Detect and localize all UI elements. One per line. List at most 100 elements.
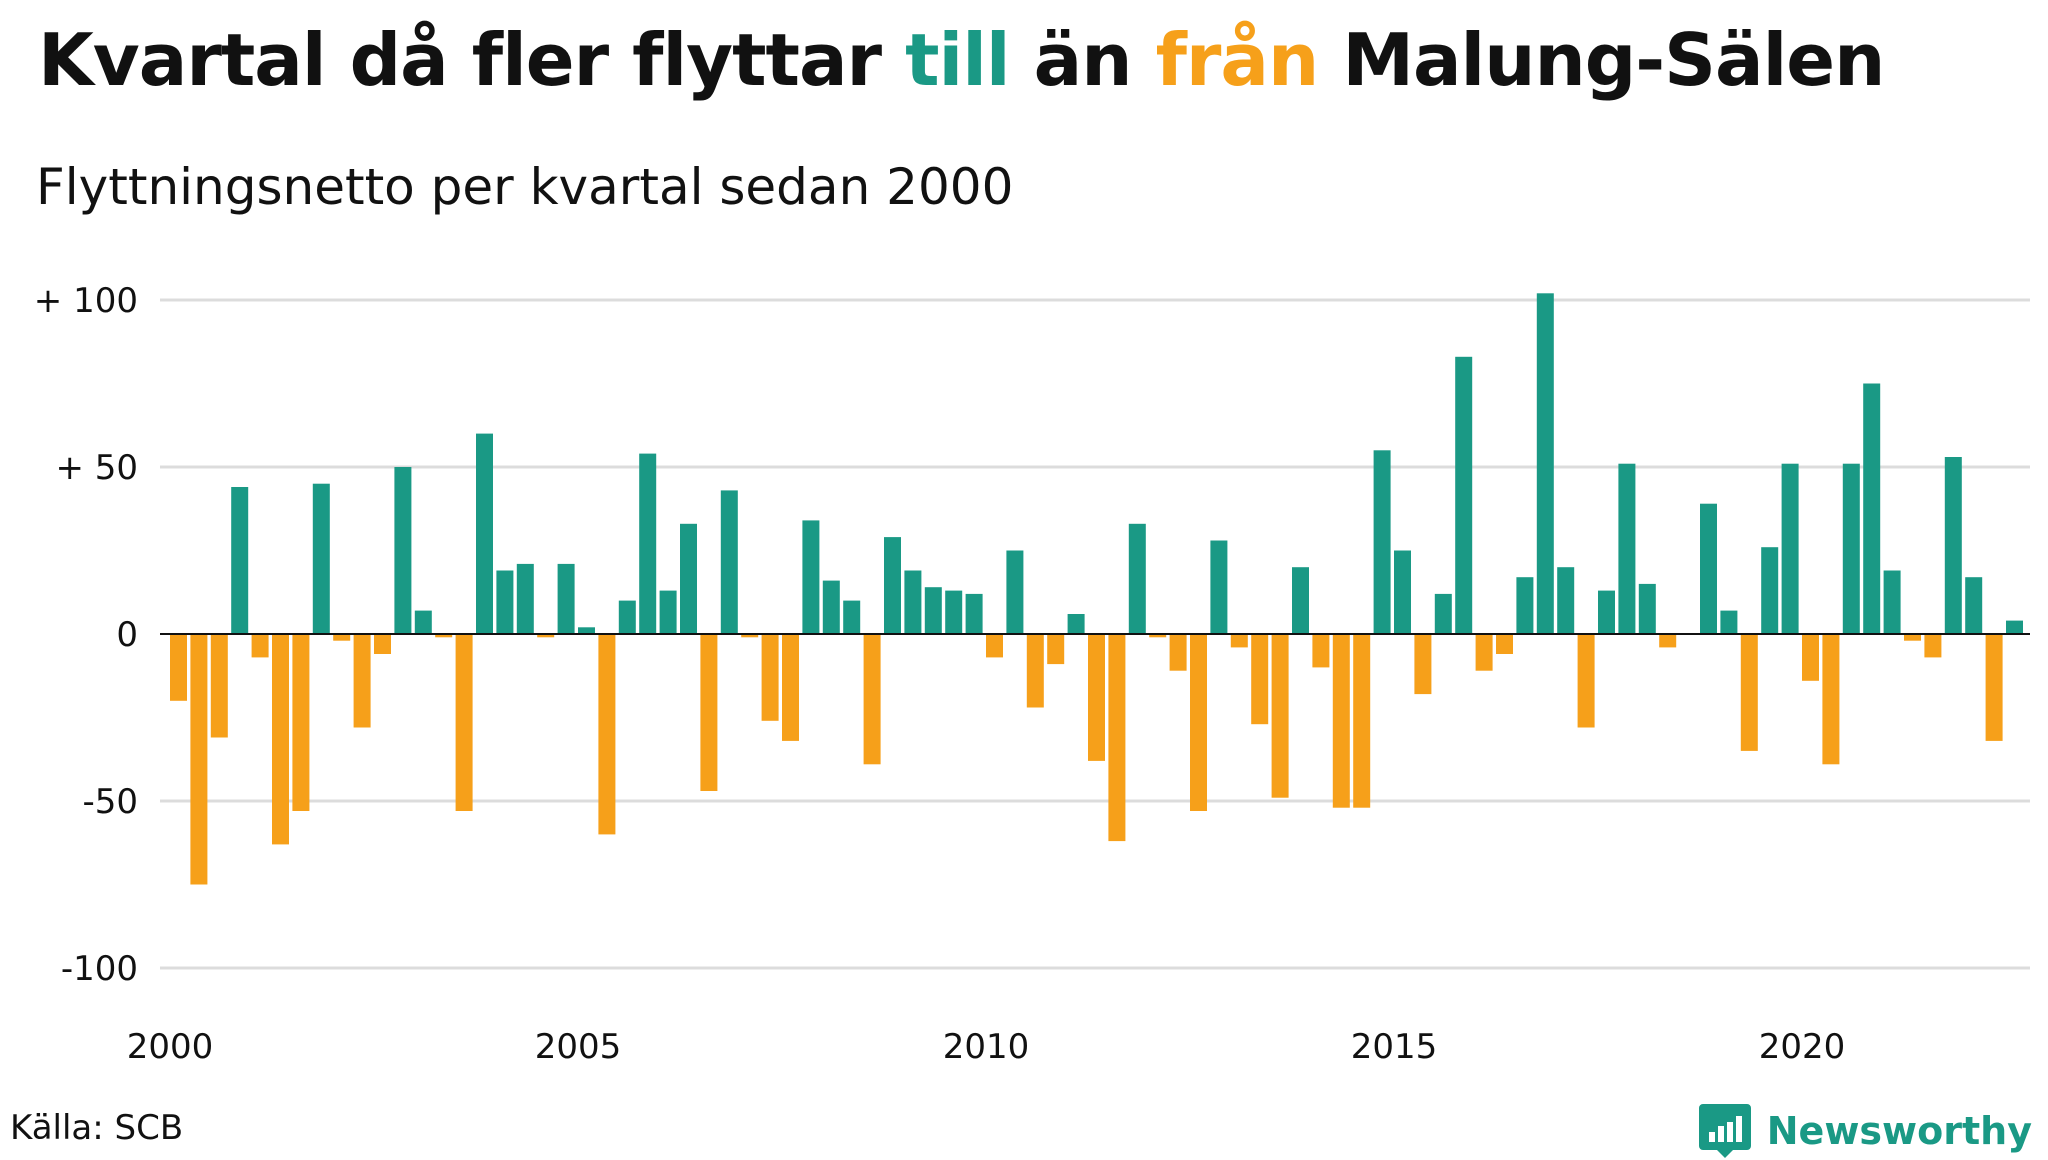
bar [476,433,493,634]
bar [1230,634,1248,648]
y-tick-label: + 50 [55,448,138,488]
bar [190,634,208,885]
y-tick-label: -100 [61,949,138,989]
chart-title: Kvartal då fler flyttar till än från Mal… [38,18,1885,102]
title-negative-word: från [1155,18,1320,102]
bar [720,490,738,634]
bar [1190,634,1207,811]
x-tick-label: 2000 [127,1027,214,1067]
bar [1659,634,1677,648]
bars [170,293,2023,885]
bar [435,634,453,638]
bar [924,587,942,634]
bar [2006,620,2023,634]
bar [1904,634,1921,641]
bar [1536,293,1554,634]
bar [374,634,391,654]
bar [1251,634,1269,725]
bar [945,590,963,634]
bar [761,634,779,721]
title-suffix: Malung-Sälen [1318,18,1885,102]
bar [1475,634,1493,671]
x-tick-label: 2010 [943,1027,1030,1067]
bar [455,634,473,811]
bar [843,600,861,634]
bar [986,634,1003,658]
bar [292,634,310,811]
bar [1863,383,1881,634]
bar [1312,634,1330,668]
bar [639,453,657,634]
bar [557,563,575,634]
chart-subtitle: Flyttningsnetto per kvartal sedan 2000 [36,158,1014,216]
bar [272,634,289,845]
bar [1598,590,1615,634]
y-tick-label: 0 [116,615,138,655]
bar [659,590,677,634]
bar [1965,577,1983,634]
bar [965,593,983,634]
bar [1128,523,1146,634]
bar [1149,634,1167,638]
source-note: Källa: SCB [10,1108,184,1148]
bar [1822,634,1840,765]
bar [802,520,820,634]
bar [1271,634,1289,798]
bar [700,634,718,791]
bar [394,467,412,634]
bar [1883,570,1901,634]
brand-name: Newsworthy [1766,1109,2032,1153]
brand: Newsworthy [1697,1102,2032,1160]
bar [1557,567,1575,634]
bar [1394,550,1411,634]
bar [496,570,514,634]
bar [1332,634,1350,808]
bar [1740,634,1758,751]
bar [1373,450,1391,634]
bar [1414,634,1432,695]
bar [904,570,922,634]
bar [1496,634,1513,654]
bar [1924,634,1942,658]
bar [170,634,187,701]
x-tick-label: 2015 [1351,1027,1438,1067]
bar [1516,577,1534,634]
bar [1802,634,1819,681]
y-tick-label: -50 [82,782,138,822]
bar [1944,457,1962,634]
bar [863,634,881,765]
bar [210,634,228,738]
y-tick-label: + 100 [34,281,138,321]
bar [1210,540,1228,634]
bar [680,523,697,634]
bar [1047,634,1065,665]
bar [578,627,595,634]
bar [1761,547,1779,634]
bar [1720,610,1738,634]
bar [231,487,249,634]
bar [1088,634,1105,761]
bar [741,634,759,638]
bar [1455,356,1473,634]
bar [598,634,616,835]
bar [1353,634,1371,808]
bar [1169,634,1187,671]
x-tick-label: 2020 [1759,1027,1846,1067]
bar [618,600,636,634]
bar [1292,567,1309,634]
bar [537,634,555,638]
bar [1108,634,1126,842]
bar [1638,583,1656,634]
bar [312,483,330,634]
bar [782,634,799,741]
bar [1006,550,1024,634]
bar [516,563,534,634]
newsworthy-logo-icon [1698,1104,1751,1158]
bar [1577,634,1595,728]
bar [414,610,432,634]
title-positive-word: till [905,18,1010,102]
x-tick-label: 2005 [535,1027,622,1067]
bar [822,580,840,634]
bar [884,537,901,634]
